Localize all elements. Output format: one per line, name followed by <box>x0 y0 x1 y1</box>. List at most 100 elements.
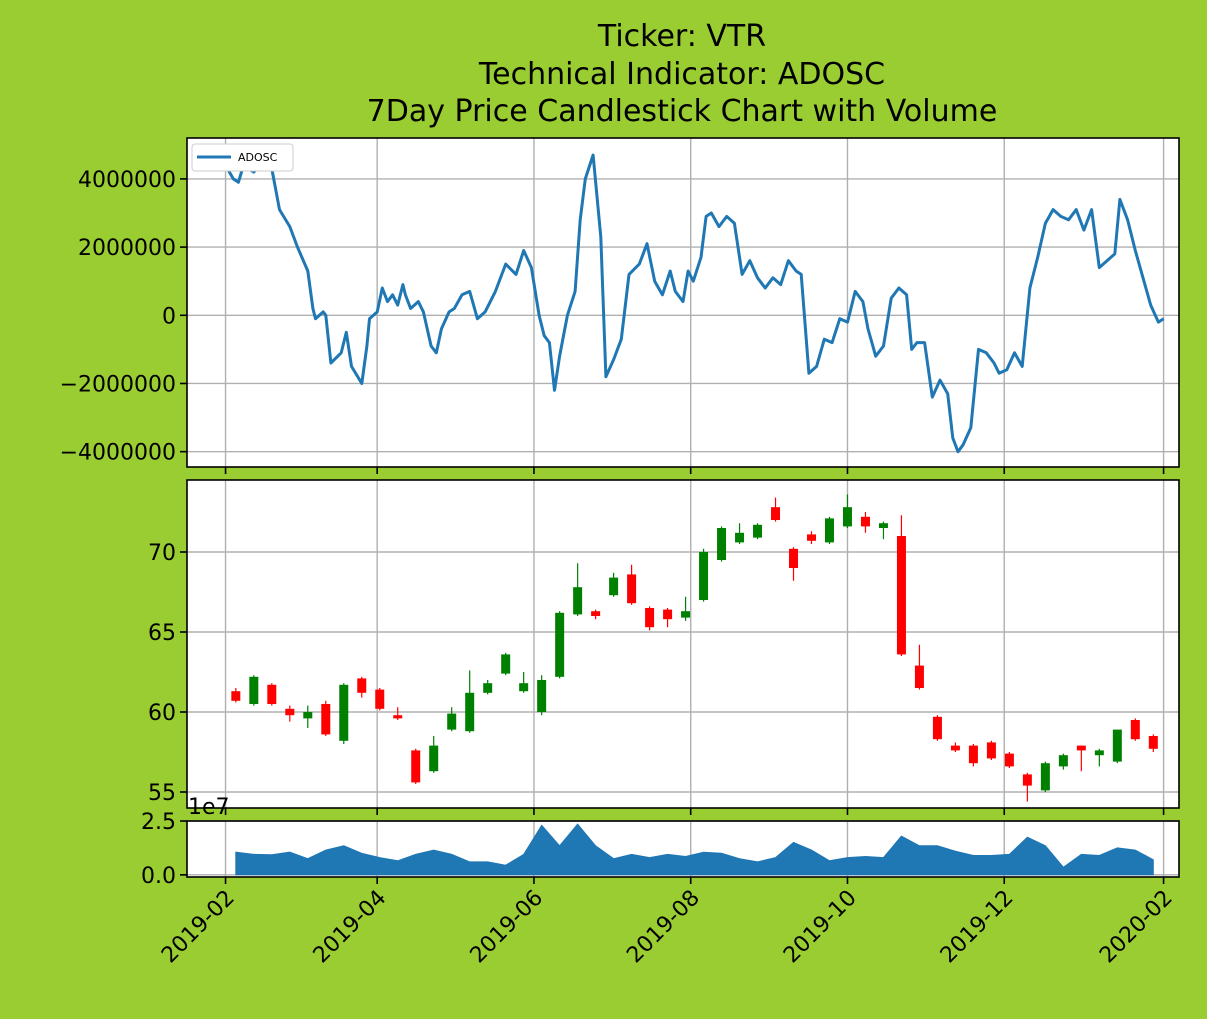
candle <box>1022 772 1032 802</box>
candle-body <box>339 684 349 741</box>
candle <box>537 675 547 716</box>
candle <box>1058 753 1068 770</box>
date-x-axis: 2019-02 2019-04 2019-06 2019-08 2019-10 2019-… <box>157 877 1178 968</box>
candle <box>681 596 691 621</box>
candle-body <box>842 507 852 527</box>
candle <box>483 680 493 695</box>
candle <box>932 715 942 741</box>
candle <box>1076 745 1086 772</box>
candle-body <box>1112 729 1122 762</box>
candle <box>663 608 673 628</box>
candle-body <box>303 712 313 719</box>
candle <box>699 548 709 602</box>
candle-body <box>285 708 295 716</box>
candle <box>303 705 313 728</box>
candle-body <box>249 676 259 704</box>
candle-body <box>735 532 745 543</box>
candle-body <box>681 611 691 618</box>
candle-body <box>968 745 978 764</box>
adosc-series <box>224 153 1165 454</box>
volume-ytick-label: 2.5 <box>141 810 176 835</box>
candle-body <box>321 704 331 735</box>
price-ytick-label: 60 <box>148 701 176 726</box>
candle <box>1040 761 1050 792</box>
candle <box>357 676 367 698</box>
candle <box>555 611 565 679</box>
candle-body <box>950 745 960 751</box>
candle <box>806 531 816 544</box>
candle-body <box>986 742 996 759</box>
candle-body <box>645 608 655 628</box>
legend-entry-adosc: ADOSC <box>238 151 278 164</box>
candle-body <box>771 507 781 520</box>
candle-body <box>806 534 816 541</box>
candle-body <box>393 715 403 719</box>
candle-body <box>609 577 619 596</box>
candle-body <box>465 692 475 732</box>
date-xtick-label: 2019-04 <box>309 886 392 969</box>
candle <box>1004 752 1014 768</box>
candle <box>627 564 637 605</box>
candle-body <box>699 552 709 600</box>
candle <box>609 572 619 597</box>
volume-ytick-label: 0.0 <box>141 864 176 889</box>
candle-body <box>1004 753 1014 767</box>
price-panel: 55 60 65 70 <box>148 479 1180 815</box>
candle <box>914 644 924 690</box>
indicator-ytick-label: −2000000 <box>60 372 176 397</box>
candle <box>717 526 727 562</box>
candle-body <box>914 665 924 688</box>
candle-body <box>878 523 888 528</box>
legend-box <box>191 143 294 172</box>
candle-body <box>447 713 457 730</box>
candle <box>465 670 475 733</box>
candle-body <box>1040 763 1050 791</box>
price-grid <box>187 480 1179 808</box>
candle-body <box>1022 774 1032 786</box>
candle-body <box>860 516 870 527</box>
candle-body <box>267 684 277 704</box>
candle-body <box>753 524 763 538</box>
indicator-x-ticks <box>224 467 1165 474</box>
price-ytick-label: 65 <box>148 621 176 646</box>
candle <box>1094 748 1104 767</box>
volume-offset-label: 1e7 <box>188 795 230 820</box>
price-ytick-label: 70 <box>148 541 176 566</box>
candle <box>950 742 960 752</box>
candle <box>1148 734 1158 752</box>
candle <box>573 563 583 616</box>
candle <box>645 606 655 631</box>
date-xtick-label: 2019-10 <box>779 886 862 969</box>
price-x-ticks <box>224 808 1165 815</box>
candle <box>591 609 601 620</box>
price-y-axis: 55 60 65 70 <box>148 541 187 806</box>
candle <box>321 700 331 736</box>
indicator-grid <box>187 138 1179 467</box>
candle <box>231 688 241 703</box>
candle <box>411 748 421 784</box>
candle <box>896 515 906 656</box>
candle <box>860 512 870 533</box>
candle <box>447 707 457 732</box>
date-xtick-label: 2019-12 <box>936 886 1019 969</box>
price-frame <box>186 479 1180 809</box>
candle-body <box>896 536 906 655</box>
candle-body <box>1076 745 1086 751</box>
candle <box>339 683 349 744</box>
candle <box>735 523 745 544</box>
candle <box>267 683 277 706</box>
indicator-panel: −4000000 −2000000 0 2000000 4000000 ADOSC <box>60 137 1180 474</box>
candle <box>968 744 978 767</box>
indicator-ytick-label: 0 <box>162 304 176 329</box>
candle-body <box>717 528 727 560</box>
date-xtick-label: 2019-02 <box>157 886 240 969</box>
candle <box>501 652 511 676</box>
date-xtick-label: 2019-06 <box>466 886 549 969</box>
candle-body <box>627 574 637 604</box>
candle-body <box>1058 755 1068 767</box>
indicator-ytick-label: 4000000 <box>78 168 176 193</box>
title-line-3: 7Day Price Candlestick Chart with Volume <box>367 94 998 129</box>
candle <box>375 688 385 711</box>
candle <box>824 516 834 544</box>
volume-panel: 0.02.5 2019-02 2019-04 2019-06 2019-08 2019-… <box>141 795 1180 968</box>
